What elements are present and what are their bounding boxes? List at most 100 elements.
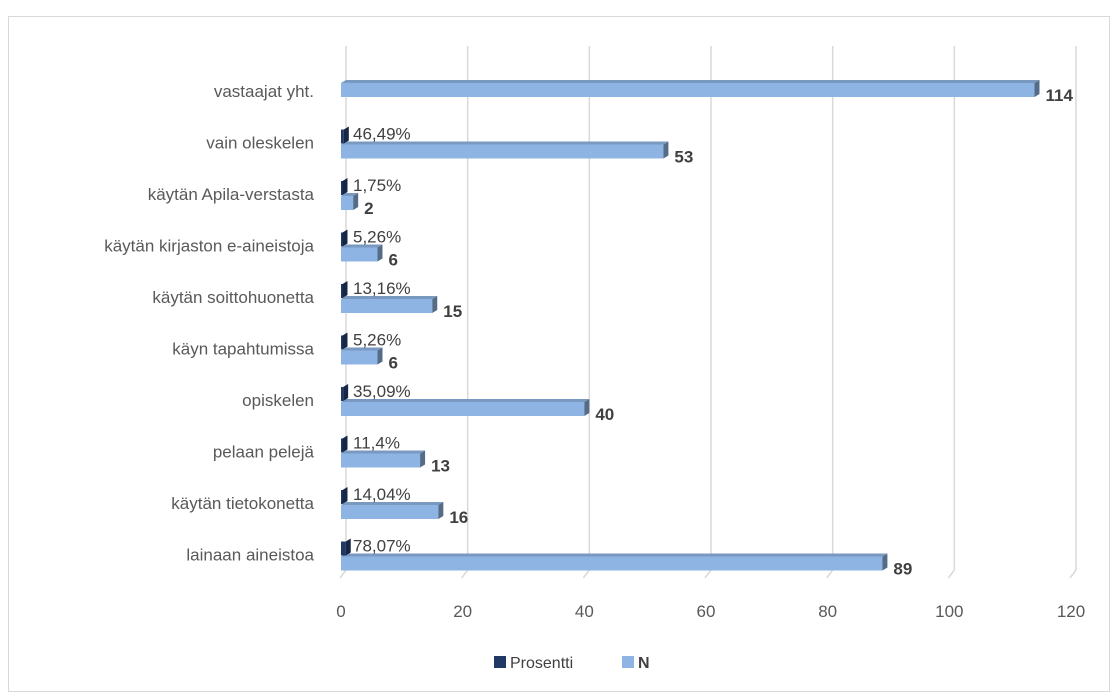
bar-n-side (663, 141, 669, 159)
bar-prosentti (341, 284, 343, 298)
data-label-n: 114 (1046, 86, 1074, 105)
data-label-prosentti: 35,09% (353, 382, 411, 401)
bar-n (341, 299, 433, 313)
gridline-foot (339, 569, 347, 579)
x-tick-label: 80 (818, 602, 837, 621)
bar-prosentti-side (343, 126, 349, 144)
bar-prosentti (341, 129, 344, 144)
bars: 114 53 46,49% 2 1,75% 6 5,26% 15 13,16% 6 5,26% 40 3… (341, 80, 1073, 579)
data-label-prosentti: 5,26% (353, 331, 401, 350)
category-label: vastaajat yht. (214, 82, 314, 101)
bar-prosentti (341, 438, 343, 453)
data-label-n: 15 (443, 302, 462, 321)
category-label: opiskelen (242, 391, 314, 410)
data-label-prosentti: 11,4% (353, 434, 400, 453)
gridlines (339, 46, 1077, 579)
bar-prosentti-side (345, 538, 351, 556)
bar-n-top (341, 399, 590, 402)
category-label: käytän Apila-verstasta (148, 185, 315, 204)
bar-n-top (341, 80, 1040, 83)
bar-n-top (341, 450, 426, 454)
bar-n-side (584, 399, 590, 416)
bar-prosentti (341, 541, 346, 556)
data-label-prosentti: 1,75% (353, 176, 401, 195)
data-label-n: 13 (431, 457, 450, 476)
bar-n-top (341, 502, 444, 505)
data-label-prosentti: 78,07% (353, 537, 411, 556)
bar-n-top (341, 347, 383, 351)
x-tick-label: 60 (697, 602, 716, 621)
gridline-foot (1069, 569, 1077, 579)
category-label: lainaan aineistoa (186, 546, 314, 565)
bar-prosentti-side (343, 384, 349, 401)
x-tick-label: 100 (935, 602, 963, 621)
data-label-n: 53 (674, 148, 693, 167)
category-label: käytän soittohuonetta (152, 288, 314, 307)
gridline-foot (461, 569, 469, 579)
bar-n (341, 196, 354, 210)
bar-prosentti (341, 232, 343, 247)
bar-n (341, 402, 585, 416)
bar-prosentti-side (342, 281, 348, 298)
bar-prosentti-side (342, 435, 348, 453)
legend: Prosentti N (494, 655, 650, 672)
data-label-n: 40 (595, 405, 614, 424)
bar-n-side (438, 502, 444, 519)
bar-prosentti-side (342, 178, 348, 195)
bar-n-side (432, 296, 438, 313)
category-label: vain oleskelen (206, 134, 314, 153)
legend-swatch (494, 656, 506, 668)
bar-prosentti-side (342, 229, 348, 247)
x-tick-labels: 0 20 40 60 80 100 120 (336, 602, 1085, 621)
bar-n (341, 247, 378, 262)
legend-label: Prosentti (510, 655, 573, 672)
bar-n (341, 505, 439, 519)
bar-n (341, 556, 883, 571)
data-label-prosentti: 46,49% (353, 125, 411, 144)
data-label-n: 89 (893, 560, 912, 579)
bar-prosentti-side (342, 332, 348, 350)
bar-prosentti (341, 490, 343, 504)
bar-n (341, 453, 421, 468)
bar-prosentti-side (342, 487, 348, 504)
gridline-foot (582, 569, 590, 579)
category-label: pelaan pelejä (213, 443, 315, 462)
bar-prosentti (341, 335, 343, 350)
data-label-prosentti: 13,16% (353, 279, 411, 298)
bar-n (341, 144, 664, 159)
gridline-foot (947, 569, 955, 579)
bar-n-side (1034, 80, 1040, 97)
category-label: käytän tietokonetta (171, 494, 314, 513)
bar-prosentti (341, 387, 344, 401)
legend-label: N (638, 655, 650, 672)
bar-n (341, 350, 378, 365)
bar-n-side (882, 553, 888, 571)
category-labels: vastaajat yht. vain oleskelen käytän Apila… (104, 82, 314, 565)
data-label-n: 6 (389, 354, 398, 373)
bar-n-top (341, 296, 438, 299)
bar-n (341, 83, 1035, 97)
x-tick-label: 120 (1057, 602, 1085, 621)
category-label: käyn tapahtumissa (172, 340, 314, 359)
gridline-foot (704, 569, 712, 579)
x-tick-label: 40 (575, 602, 594, 621)
bar-n-top (341, 141, 669, 145)
bar-n-top (341, 553, 888, 557)
x-tick-label: 0 (336, 602, 345, 621)
bar-n-side (420, 450, 426, 468)
gridline-foot (826, 569, 834, 579)
data-label-prosentti: 5,26% (353, 228, 401, 247)
bar-n-top (341, 193, 359, 196)
legend-swatch (622, 656, 634, 668)
bar-n-side (377, 347, 383, 365)
data-label-n: 16 (449, 508, 468, 527)
x-tick-label: 20 (453, 602, 472, 621)
chart-frame (8, 16, 1110, 692)
bar-prosentti (341, 181, 343, 195)
bar-n-top (341, 244, 383, 248)
data-label-n: 6 (389, 251, 398, 270)
data-label-prosentti: 14,04% (353, 485, 411, 504)
bar-n-side (377, 244, 383, 262)
bar-n-side (353, 193, 359, 210)
